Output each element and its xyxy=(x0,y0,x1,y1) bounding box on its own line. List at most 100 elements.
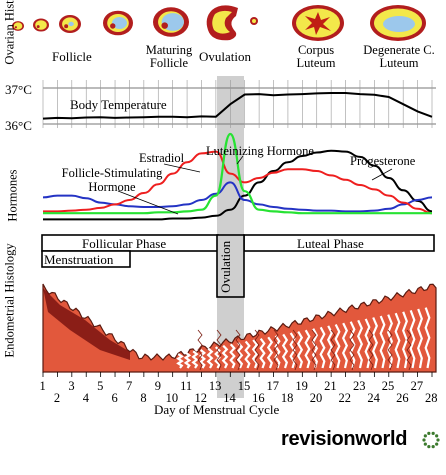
endometrial-gland xyxy=(409,310,416,369)
stage-label-ovulation: Ovulation xyxy=(199,49,251,64)
endometrial-gland xyxy=(229,343,236,369)
estradiol-pointer xyxy=(163,163,201,173)
day-tick-6: 6 xyxy=(111,391,118,405)
follicle-icon-1-oocyte xyxy=(14,26,17,29)
day-tick-25: 25 xyxy=(381,379,395,393)
spiral-artery xyxy=(387,329,393,371)
endometrial-gland xyxy=(417,308,423,369)
endometrial-gland xyxy=(296,331,304,369)
stage-label-degenerate-corpus-luteum: Degenerate C. Luteum xyxy=(363,43,435,71)
endometrial-gland xyxy=(387,314,393,369)
endometrial-gland xyxy=(341,322,349,369)
spiral-artery xyxy=(406,329,412,371)
brand-logo-dot xyxy=(423,442,427,446)
day-tick-28: 28 xyxy=(425,391,438,405)
brand-logo-dot xyxy=(427,431,431,435)
spiral-artery xyxy=(292,329,298,371)
day-tick-11: 11 xyxy=(180,379,193,393)
revisionworld-logo-text: revisionworld xyxy=(281,428,408,450)
spiral-artery xyxy=(273,329,279,371)
stage-label-follicle: Follicle xyxy=(52,49,92,64)
endometrial-gland xyxy=(183,351,192,369)
day-tick-14: 14 xyxy=(223,391,236,405)
endometrial-gland xyxy=(319,326,326,369)
day-tick-12: 12 xyxy=(194,391,207,405)
endometrial-gland xyxy=(198,349,207,369)
stage-label-maturing-follicle: Maturing Follicle xyxy=(145,43,193,71)
brand-logo-dot xyxy=(431,431,435,435)
maturing-follicle-icon-1-antrum xyxy=(112,17,127,29)
fsh-pointer xyxy=(117,190,179,215)
endometrial-gland xyxy=(221,344,229,369)
corpus-luteum-icon xyxy=(292,5,344,41)
follicle-icon-2 xyxy=(33,18,49,32)
hormones-title: Hormones xyxy=(5,169,20,222)
day-tick-22: 22 xyxy=(338,391,352,405)
progesterone-label: Progesterone xyxy=(350,154,416,168)
endometrial-gland xyxy=(176,353,184,369)
menstruation-box xyxy=(41,250,131,268)
endometrial-gland xyxy=(266,336,274,369)
spiral-artery xyxy=(368,329,374,371)
endometrial-gland xyxy=(372,317,378,369)
maturing-follicle-icon-1-oocyte xyxy=(110,23,116,29)
spiral-artery xyxy=(216,329,222,371)
degenerate-core xyxy=(383,16,415,32)
day-tick-17: 17 xyxy=(266,379,280,393)
estradiol-curve xyxy=(43,150,433,215)
released-oocyte-core xyxy=(252,19,256,23)
follicle-icon-3-oocyte xyxy=(64,24,69,29)
maturing-follicle-icon-1 xyxy=(103,10,133,36)
day-tick-13: 13 xyxy=(208,379,222,393)
spiral-artery xyxy=(235,329,241,371)
fsh-label: Follicle-Stimulating Hormone xyxy=(61,166,163,195)
day-tick-4: 4 xyxy=(82,391,89,405)
estradiol-label: Estradiol xyxy=(139,151,185,165)
menstrual-shedding-shade xyxy=(43,288,130,360)
temp-tick-36: 36°C xyxy=(5,118,32,133)
brand-logo-dot xyxy=(431,445,435,449)
day-tick-7: 7 xyxy=(125,379,133,393)
degenerate-corpus-luteum-icon xyxy=(370,5,426,41)
corpus-luteum-star xyxy=(305,12,331,35)
follicle-icon-3-antrum xyxy=(68,21,74,27)
day-tick-27: 27 xyxy=(410,379,424,393)
temp-tick-37: 37°C xyxy=(5,82,32,97)
day-tick-10: 10 xyxy=(165,391,179,405)
ovulation-icon xyxy=(206,5,258,41)
brand-logo-dot xyxy=(435,434,439,438)
follicle-icon-1 xyxy=(12,21,24,31)
body-temperature-curve xyxy=(42,92,433,120)
follicle-icon-3 xyxy=(59,14,81,34)
endometrial-gland xyxy=(394,312,401,369)
day-tick-19: 19 xyxy=(295,379,308,393)
endometrial-gland xyxy=(304,329,311,369)
brand-logo-dot xyxy=(436,438,440,442)
endometrial-gland xyxy=(379,315,386,369)
ovarian-histology-title: Ovarian Histology xyxy=(2,0,17,65)
endometrial-gland xyxy=(281,333,289,369)
follicular-phase-label: Follicular Phase xyxy=(82,236,167,251)
spiral-artery xyxy=(197,329,203,371)
body-temperature-label: Body Temperature xyxy=(70,97,167,112)
progesterone-curve xyxy=(42,149,433,221)
endometrial-histology-title: Endometrial Histology xyxy=(2,243,17,358)
brand-logo-dot xyxy=(427,445,431,449)
endometrial-gland xyxy=(244,340,251,369)
ovulation-granulosa xyxy=(212,10,232,34)
lh-pointer xyxy=(236,155,244,165)
day-tick-15: 15 xyxy=(237,379,251,393)
endometrial-gland xyxy=(334,324,341,369)
day-tick-3: 3 xyxy=(68,379,75,393)
ovulation-phase-label: Ovulation xyxy=(218,240,234,293)
day-tick-8: 8 xyxy=(140,391,147,405)
day-tick-26: 26 xyxy=(396,391,409,405)
maturing-follicle-icon-2 xyxy=(153,7,189,37)
spiral-artery xyxy=(330,329,336,371)
menstruation-label: Menstruation xyxy=(44,252,114,267)
maturing-follicle-icon-2-oocyte xyxy=(161,22,168,29)
progesterone-pointer xyxy=(371,168,393,181)
endometrial-gland xyxy=(311,328,319,369)
day-tick-5: 5 xyxy=(97,379,104,393)
